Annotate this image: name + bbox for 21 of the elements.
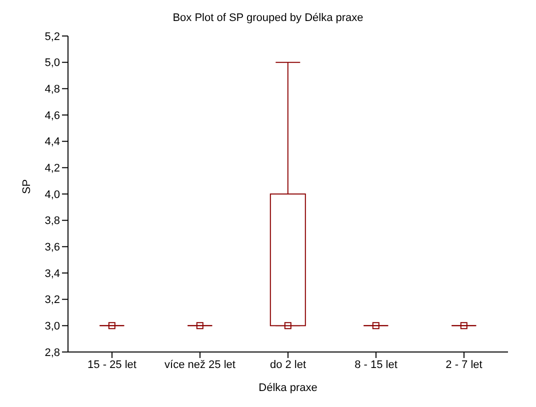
y-axis-title: SP — [20, 179, 33, 194]
x-tick-label: více než 25 let — [164, 358, 236, 371]
x-tick-label: 15 - 25 let — [88, 358, 136, 371]
y-tick-label: 3,6 — [44, 242, 60, 254]
y-tick-label: 3,8 — [44, 215, 60, 228]
y-tick-label: 4,2 — [44, 162, 60, 175]
y-tick-label: 4,4 — [44, 136, 60, 148]
x-tick-label: do 2 let — [270, 358, 306, 371]
y-tick-label: 3,0 — [44, 320, 60, 333]
y-tick-label: 5,2 — [44, 30, 60, 43]
y-tick-label: 5,0 — [44, 57, 60, 70]
y-tick-label: 3,4 — [44, 268, 60, 280]
y-tick-label: 3,2 — [44, 294, 60, 306]
x-tick-label: 8 - 15 let — [354, 358, 398, 371]
x-axis-title: Délka praxe — [258, 382, 318, 394]
y-tick-label: 4,8 — [44, 84, 60, 96]
y-tick-label: 4,6 — [44, 110, 60, 122]
y-tick-label: 2,8 — [44, 346, 60, 359]
y-tick-label: 4,0 — [44, 188, 60, 201]
x-tick-label: 2 - 7 let — [446, 358, 482, 371]
chart-title: Box Plot of SP grouped by Délka praxe — [172, 12, 364, 24]
